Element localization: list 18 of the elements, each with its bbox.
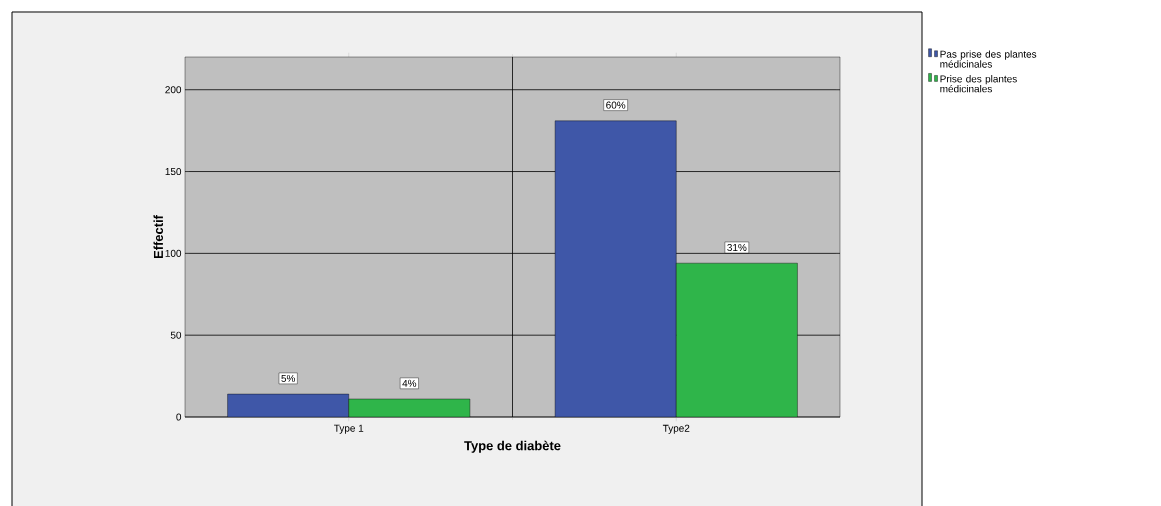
bar xyxy=(227,393,349,417)
bar xyxy=(554,120,677,417)
x-tick-label: Type2 xyxy=(662,424,690,434)
y-tick-label: 150 xyxy=(165,168,182,176)
y-tick-label: 200 xyxy=(165,86,182,94)
annotation: 31% xyxy=(727,243,747,251)
x-axis-title: Type de diabète xyxy=(464,440,561,453)
annotation: 4% xyxy=(402,379,417,387)
y-tick-label: 0 xyxy=(176,413,182,421)
legend-label: Prise des plantes médicinales xyxy=(940,75,1017,93)
y-tick-label: 100 xyxy=(165,249,182,257)
y-axis-title: Effectif xyxy=(153,215,164,259)
x-tick-label: Type 1 xyxy=(334,424,364,434)
y-tick-label: 50 xyxy=(170,331,182,339)
legend-label: Pas prise des plantes médicinales xyxy=(940,50,1037,68)
bar xyxy=(676,262,798,417)
annotation: 5% xyxy=(281,374,296,382)
annotation: 60% xyxy=(606,101,626,109)
